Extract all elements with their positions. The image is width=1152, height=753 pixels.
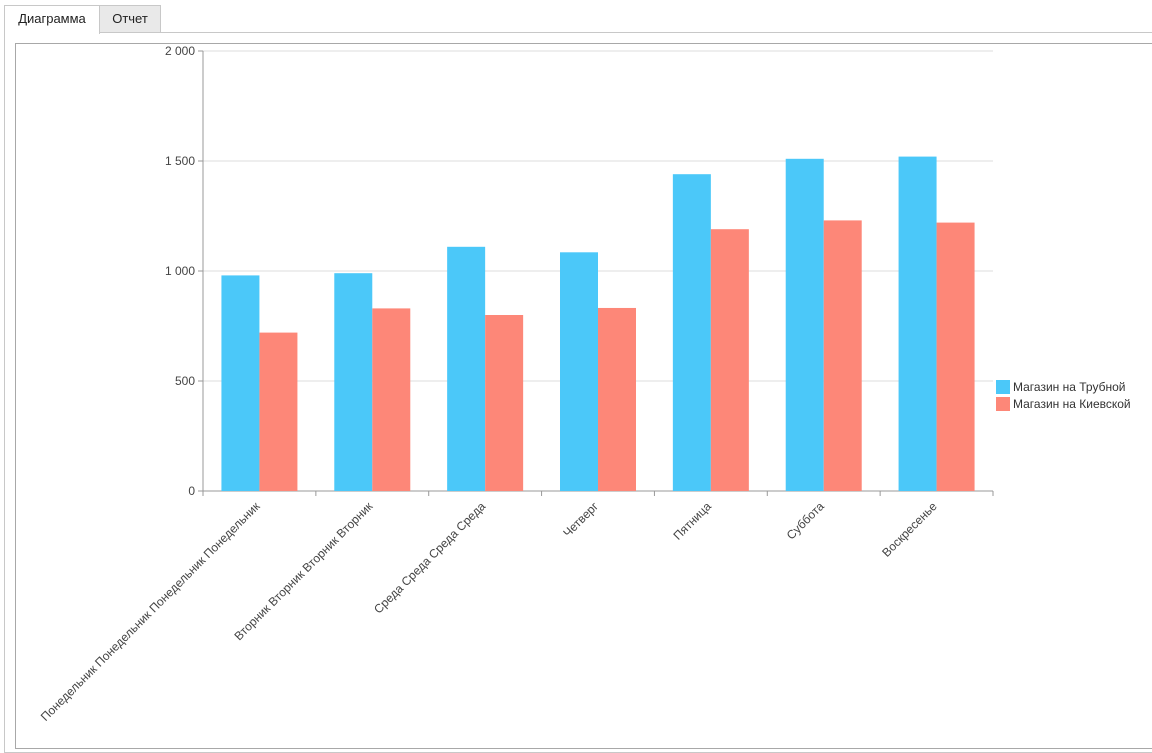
chart-frame <box>15 43 1152 749</box>
y-tick-label: 1 500 <box>165 154 195 168</box>
bar <box>447 246 486 491</box>
y-tick-label: 500 <box>175 374 195 388</box>
y-tick-label: 0 <box>188 484 195 498</box>
bar <box>785 158 824 492</box>
legend-swatch <box>996 380 1010 394</box>
bar <box>936 222 975 491</box>
bar <box>221 275 260 491</box>
bar <box>898 156 937 491</box>
bar <box>672 174 711 491</box>
x-tick-label: Пятница <box>670 499 714 543</box>
tab-diagram[interactable]: Диаграмма <box>4 5 100 34</box>
x-tick-label: Суббота <box>784 499 827 542</box>
legend-swatch <box>996 397 1010 411</box>
bar <box>259 332 298 491</box>
bar <box>485 315 524 491</box>
tab-report[interactable]: Отчет <box>99 5 161 32</box>
bar <box>598 307 636 491</box>
x-tick-label: Понедельник Понедельник Понедельник Поне… <box>38 499 263 724</box>
y-tick-label: 1 000 <box>165 264 195 278</box>
legend-label: Магазин на Киевской <box>1013 397 1131 411</box>
x-tick-label: Вторник Вторник Вторник Вторник <box>231 499 375 643</box>
bar <box>372 308 411 491</box>
bar <box>560 252 598 491</box>
bar <box>710 229 749 491</box>
x-tick-label: Четверг <box>560 499 601 540</box>
legend-label: Магазин на Трубной <box>1013 380 1126 394</box>
x-tick-label: Воскресенье <box>879 499 940 560</box>
bar <box>334 273 373 491</box>
x-tick-label: Среда Среда Среда Среда <box>371 499 488 616</box>
bar <box>823 220 862 491</box>
y-tick-label: 2 000 <box>165 44 195 58</box>
